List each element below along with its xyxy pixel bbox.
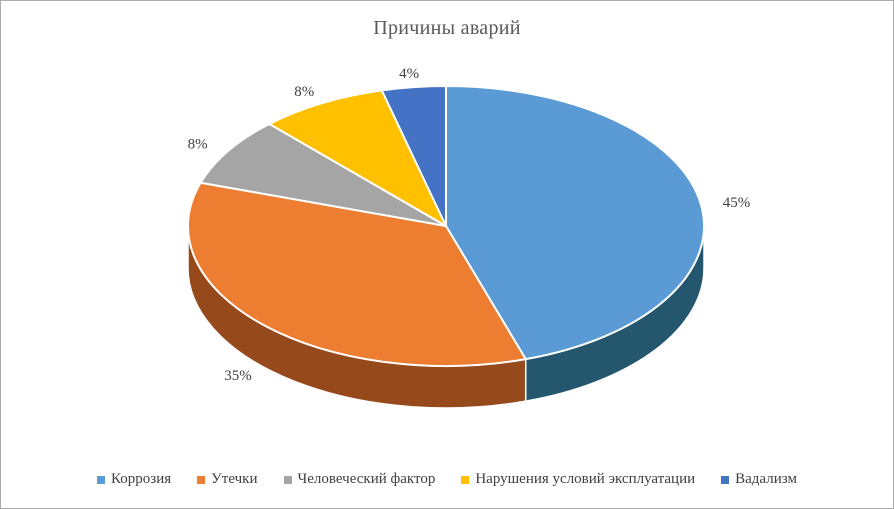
data-label-4: 4% — [399, 66, 419, 82]
chart-title: Причины аварий — [373, 17, 521, 39]
legend-item-2: Человеческий фактор — [283, 471, 436, 488]
legend-swatch-icon — [197, 475, 206, 484]
legend-item-0: Коррозия — [97, 471, 171, 488]
legend-item-4: Вадализм — [721, 471, 797, 488]
pie-slice-3 — [268, 89, 447, 227]
pie-slice-4 — [380, 85, 447, 227]
legend-swatch-icon — [97, 475, 106, 484]
legend-item-3: Нарушения условий эксплуатации — [461, 471, 695, 488]
pie-slice-2 — [199, 122, 447, 227]
pie-slice-1 — [187, 181, 527, 367]
legend-label: Вадализм — [735, 471, 797, 487]
data-label-1: 35% — [224, 368, 252, 384]
data-label-0: 45% — [723, 195, 751, 211]
data-label-2: 8% — [188, 136, 208, 152]
legend-label: Утечки — [211, 471, 258, 487]
legend-label: Коррозия — [111, 471, 172, 487]
legend-swatch-icon — [283, 475, 292, 484]
pie-slice-0 — [445, 85, 705, 361]
legend-label: Человеческий фактор — [297, 471, 436, 487]
legend-label: Нарушения условий эксплуатации — [475, 471, 696, 487]
legend-swatch-icon — [461, 475, 470, 484]
chart-legend: Коррозия Утечки Человеческий фактор Нарушен… — [1, 471, 893, 488]
legend-swatch-icon — [721, 475, 730, 484]
data-label-3: 8% — [294, 84, 314, 100]
legend-item-1: Утечки — [197, 471, 258, 488]
